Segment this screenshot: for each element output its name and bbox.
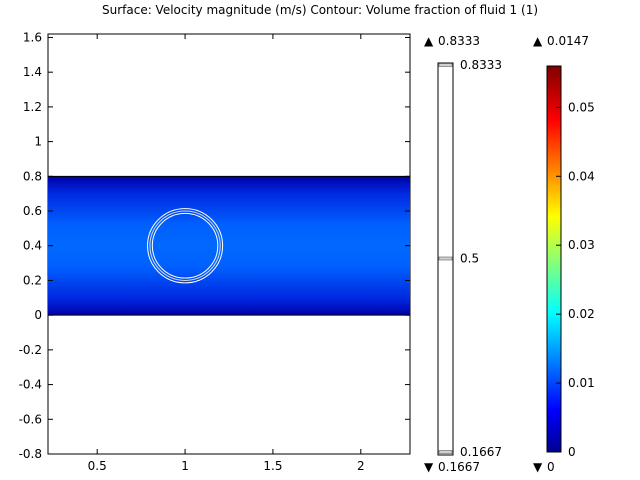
surface-colorbar-ticks: 0.05 0.04 0.03 0.02 0.01 0 xyxy=(556,100,595,459)
volume-fraction-contours xyxy=(147,208,224,284)
y-tick-label: 1.2 xyxy=(23,100,42,114)
y-tick-label: 0 xyxy=(34,308,42,322)
chart-title: Surface: Velocity magnitude (m/s) Contou… xyxy=(102,3,538,17)
surface-max-marker: ▲ xyxy=(533,34,543,48)
y-tick-label: 1.6 xyxy=(23,30,42,44)
plot-area: 0.5 1 1.5 2 1.6 1.4 1.2 1 0.8 0.6 0.4 0.2 0 -0.2 -0.4… xyxy=(19,30,411,473)
contour-max-label: 0.8333 xyxy=(438,34,480,48)
y-tick-label: -0.6 xyxy=(19,412,42,426)
y-tick-label: 1.4 xyxy=(23,65,42,79)
contour-legend-levels: 0.8333 0.5 0.1667 xyxy=(438,58,502,459)
y-tick-label: 0.8 xyxy=(23,169,42,183)
contour-level-label: 0.1667 xyxy=(460,445,502,459)
contour-level-mark xyxy=(438,63,453,67)
surface-legend: ▲ 0.0147 0.05 0.04 0.03 0.02 0.01 0 ▼ 0 xyxy=(533,34,595,474)
x-tick-label: 1 xyxy=(181,459,189,473)
velocity-surface xyxy=(48,176,410,316)
surface-min-marker: ▼ xyxy=(533,460,543,474)
y-tick-label: 1 xyxy=(34,135,42,149)
surface-max-label: 0.0147 xyxy=(547,34,589,48)
contour-level-mark xyxy=(438,256,453,261)
contour-min-marker: ▼ xyxy=(424,460,434,474)
x-tick-label: 1.5 xyxy=(263,459,282,473)
colorbar-tick-label: 0.03 xyxy=(568,238,595,252)
surface-min-label: 0 xyxy=(547,460,555,474)
y-tick-label: -0.8 xyxy=(19,447,42,461)
bubble-contour-2 xyxy=(147,208,224,284)
y-axis-ticks: 1.6 1.4 1.2 1 0.8 0.6 0.4 0.2 0 -0.2 -0.4 -0.6 -0.8 xyxy=(19,30,410,461)
x-tick-label: 2 xyxy=(357,459,365,473)
surface-colorbar xyxy=(546,65,562,453)
colorbar-tick-label: 0.04 xyxy=(568,169,595,183)
y-tick-label: -0.2 xyxy=(19,343,42,357)
y-tick-label: 0.2 xyxy=(23,273,42,287)
y-tick-label: 0.6 xyxy=(23,204,42,218)
y-tick-label: 0.4 xyxy=(23,239,42,253)
contour-level-label: 0.5 xyxy=(460,252,479,266)
colorbar-tick-label: 0.01 xyxy=(568,376,595,390)
x-axis-ticks: 0.5 1 1.5 2 xyxy=(88,34,365,473)
contour-legend: ▲ 0.8333 0.8333 0.5 0.1667 ▼ 0.1667 xyxy=(424,34,502,474)
contour-max-marker: ▲ xyxy=(424,34,434,48)
colorbar-tick-label: 0.02 xyxy=(568,307,595,321)
bubble-contour-1 xyxy=(149,210,221,281)
colorbar-tick-label: 0 xyxy=(568,445,576,459)
colorbar-tick-label: 0.05 xyxy=(568,100,595,114)
contour-level-label: 0.8333 xyxy=(460,58,502,72)
y-tick-label: -0.4 xyxy=(19,378,42,392)
bubble-contour-0 xyxy=(151,212,219,279)
contour-level-mark xyxy=(438,450,453,454)
x-tick-label: 0.5 xyxy=(88,459,107,473)
contour-min-label: 0.1667 xyxy=(438,460,480,474)
